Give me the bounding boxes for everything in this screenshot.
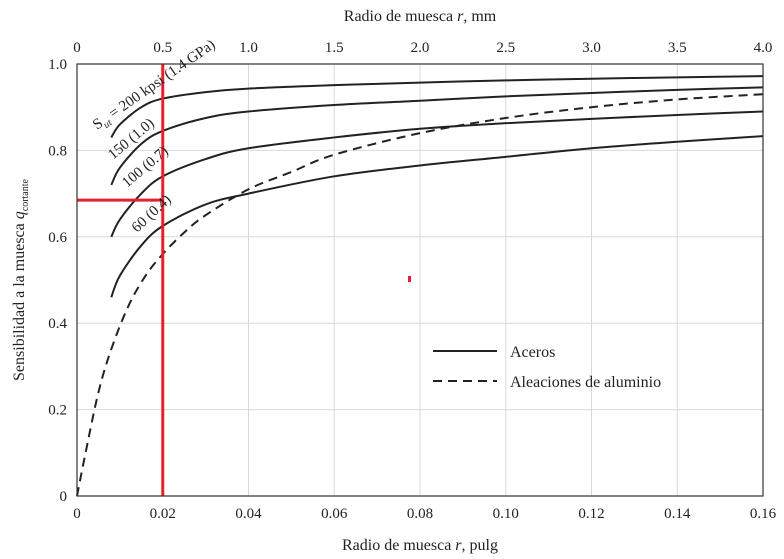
y-tick-label: 0.8 <box>48 143 67 159</box>
y-tick-label: 0 <box>60 489 68 505</box>
series-line-aluminio <box>76 93 764 497</box>
top-tick-label: 0 <box>73 40 81 56</box>
y-tick-label: 1.0 <box>48 57 67 73</box>
grid <box>77 64 763 496</box>
bottom-tick-label: 0.10 <box>493 506 519 522</box>
y-axis-title: Sensibilidad a la muesca qcortante <box>11 178 31 380</box>
top-axis-title: Radio de muesca r, mm <box>344 8 497 25</box>
top-tick-label: 1.5 <box>325 40 344 56</box>
top-tick-label: 1.0 <box>239 40 258 56</box>
series-line-acero-0 <box>110 75 764 138</box>
top-tick-label: 3.5 <box>668 40 687 56</box>
series-line-acero-2 <box>110 110 764 238</box>
y-tick-label: 0.2 <box>48 403 67 419</box>
y-tick-label: 0.4 <box>48 316 67 332</box>
legend: Aceros Aleaciones de aluminio <box>433 344 661 391</box>
tick-labels: 0 0.02 0.04 0.06 0.08 0.10 0.12 0.14 0.16 0 0.5 1.0… <box>48 40 776 522</box>
legend-label-aluminio: Aleaciones de aluminio <box>510 374 661 391</box>
bottom-tick-label: 0.02 <box>150 506 176 522</box>
top-tick-label: 4.0 <box>754 40 773 56</box>
plot-frame <box>76 63 764 497</box>
legend-label-aceros: Aceros <box>510 344 555 361</box>
bottom-tick-label: 0.16 <box>750 506 777 522</box>
series-line-acero-3 <box>110 135 764 298</box>
bottom-axis-title: Radio de muesca r, pulg <box>342 537 498 554</box>
curves <box>76 75 764 497</box>
bottom-tick-label: 0.12 <box>578 506 604 522</box>
bottom-tick-label: 0.08 <box>407 506 433 522</box>
bottom-tick-label: 0.04 <box>235 506 262 522</box>
y-tick-label: 0.6 <box>48 230 67 246</box>
bottom-tick-label: 0.06 <box>321 506 348 522</box>
series-line-acero-1 <box>110 86 764 186</box>
top-tick-label: 2.5 <box>496 40 515 56</box>
bottom-tick-label: 0 <box>73 506 81 522</box>
annotations <box>77 64 165 496</box>
top-tick-label: 2.0 <box>411 40 430 56</box>
top-tick-label: 0.5 <box>153 40 172 56</box>
bottom-tick-label: 0.14 <box>664 506 691 522</box>
top-tick-label: 3.0 <box>582 40 601 56</box>
red-dot-mark <box>408 276 411 282</box>
